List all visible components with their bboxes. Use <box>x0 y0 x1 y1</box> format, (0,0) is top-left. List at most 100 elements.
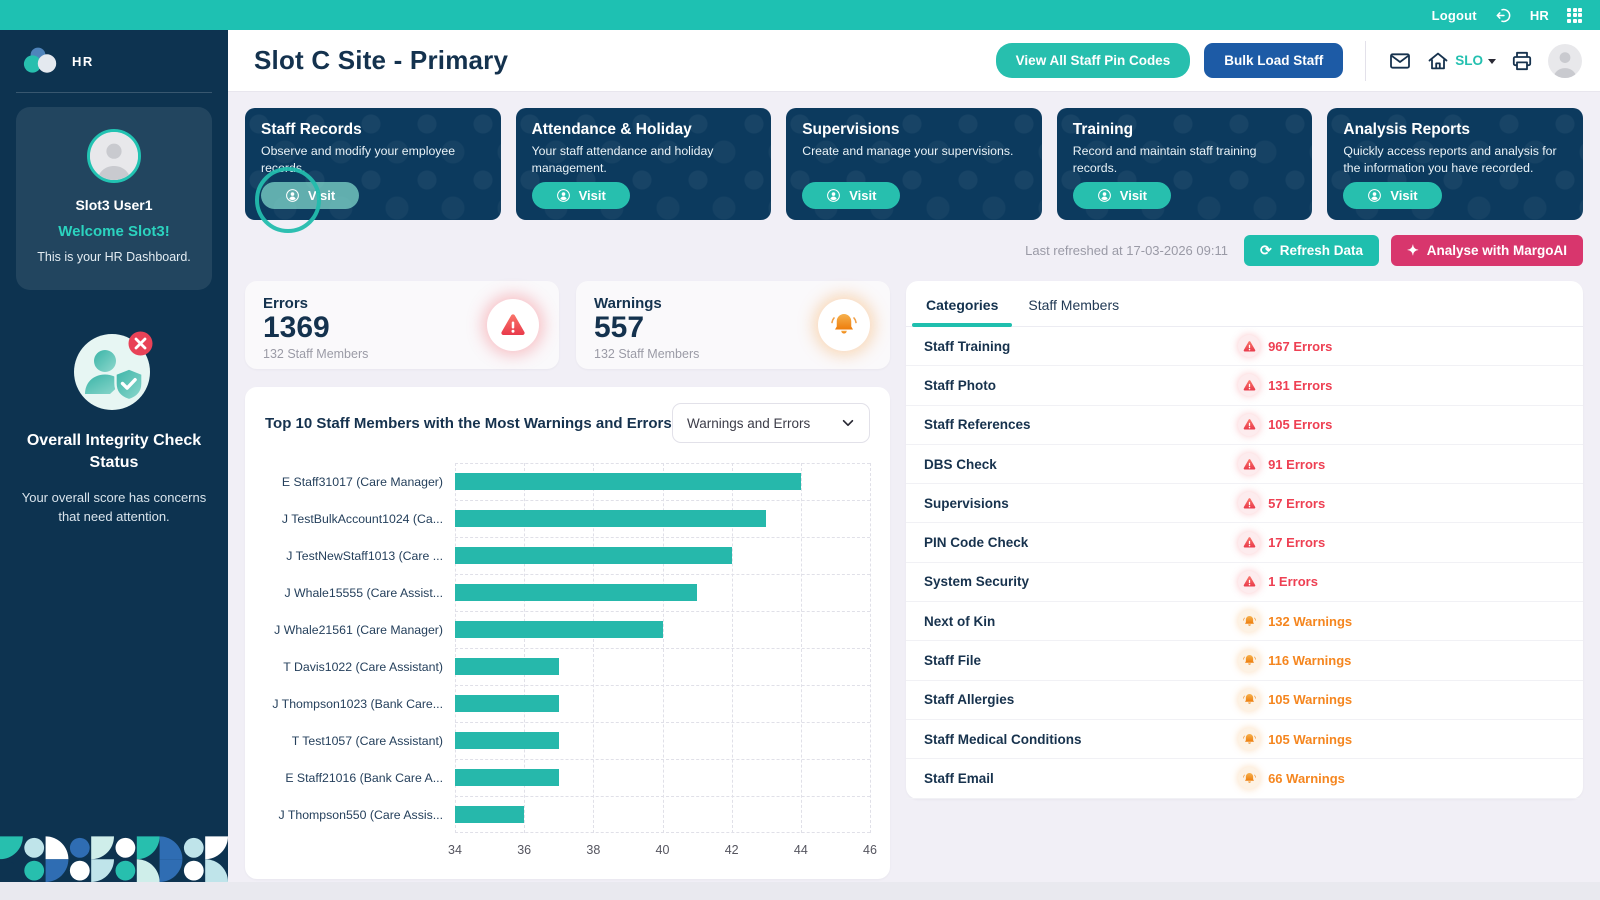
top-bar: Logout HR <box>0 0 1600 30</box>
chevron-down-icon <box>841 416 855 430</box>
visit-button[interactable]: Visit <box>802 182 901 209</box>
category-row[interactable]: System Security 1 Errors <box>906 563 1583 603</box>
nav-card-description: Create and manage your supervisions. <box>802 144 1014 158</box>
page-header: Slot C Site - Primary View All Staff Pin… <box>228 30 1600 92</box>
category-row[interactable]: Next of Kin 132 Warnings <box>906 602 1583 642</box>
warnings-label: Warnings <box>594 295 662 312</box>
avatar[interactable] <box>1548 44 1582 78</box>
chart-category-label: J Whale21561 (Care Manager) <box>274 622 443 637</box>
category-name: Staff Photo <box>924 377 996 393</box>
error-icon <box>1238 570 1261 593</box>
chart-bar <box>455 658 559 675</box>
category-count: 66 Warnings <box>1238 767 1345 790</box>
analyse-margoai-button[interactable]: ✦ Analyse with MargoAI <box>1390 234 1583 266</box>
chart-x-tick: 38 <box>586 843 601 857</box>
app-grid-icon[interactable] <box>1567 7 1582 23</box>
category-row[interactable]: Staff Medical Conditions 105 Warnings <box>906 720 1583 760</box>
chart-x-tick: 46 <box>863 843 877 857</box>
category-name: DBS Check <box>924 456 997 472</box>
category-row[interactable]: Staff References 105 Errors <box>906 406 1583 445</box>
nav-card: Supervisions Create and manage your supe… <box>786 108 1042 220</box>
errors-summary-card: Errors 1369 132 Staff Members <box>245 281 559 369</box>
chart-card: Top 10 Staff Members with the Most Warni… <box>245 387 890 879</box>
chart-category-label: T Test1057 (Care Assistant) <box>291 733 443 748</box>
visit-icon <box>556 188 571 203</box>
refresh-data-button[interactable]: ⟳ Refresh Data <box>1243 234 1379 266</box>
chart-category-label: J Thompson1023 (Bank Care... <box>272 696 443 711</box>
visit-button[interactable]: Visit <box>1343 182 1442 209</box>
category-row[interactable]: PIN Code Check 17 Errors <box>906 523 1583 563</box>
warnings-summary-card: Warnings 557 132 Staff Members <box>576 281 890 369</box>
warning-icon <box>1238 728 1261 751</box>
tab[interactable]: Categories <box>911 281 1013 327</box>
visit-button[interactable]: Visit <box>1072 182 1171 209</box>
category-name: Staff Allergies <box>924 692 1015 708</box>
nav-card-description: Quickly access reports and analysis for … <box>1343 144 1557 175</box>
chart-x-tick: 34 <box>448 843 462 857</box>
chart-bar <box>455 806 525 823</box>
home-icon <box>1426 49 1450 73</box>
bulk-load-staff-button[interactable]: Bulk Load Staff <box>1204 43 1344 78</box>
chart-bar <box>455 584 698 601</box>
decorative-pattern <box>0 836 228 882</box>
chart-category-label: J Thompson550 (Care Assis... <box>278 807 444 822</box>
nav-card-description: Your staff attendance and holiday manage… <box>531 144 714 175</box>
chart-bar <box>455 473 801 490</box>
category-row[interactable]: Staff Training 967 Errors <box>906 327 1583 367</box>
view-pin-codes-button[interactable]: View All Staff Pin Codes <box>995 43 1191 78</box>
category-row[interactable]: Staff Photo 131 Errors <box>906 366 1583 406</box>
chart-category-label: J Whale15555 (Care Assist... <box>284 585 443 600</box>
chart-filter-value: Warnings and Errors <box>687 415 811 431</box>
visit-icon <box>285 188 300 203</box>
chart-bar <box>455 621 663 638</box>
error-icon <box>1238 374 1261 397</box>
chart-bar <box>455 547 732 564</box>
nav-card-description: Record and maintain staff training recor… <box>1072 144 1257 175</box>
org-label[interactable]: HR <box>1529 7 1549 23</box>
panel-tabs: Categories Staff Members <box>906 281 1583 327</box>
category-row[interactable]: Supervisions 57 Errors <box>906 484 1583 524</box>
visit-icon <box>1367 188 1382 203</box>
refresh-row: Last refreshed at 17-03-2026 09:11 ⟳ Ref… <box>245 234 1583 266</box>
site-code-label: SLO <box>1455 53 1483 68</box>
errors-count: 1369 <box>263 311 330 344</box>
category-row[interactable]: Staff File 116 Warnings <box>906 641 1583 681</box>
nav-card: Training Record and maintain staff train… <box>1057 108 1313 220</box>
visit-button[interactable]: Visit <box>531 182 630 209</box>
visit-icon <box>826 188 841 203</box>
visit-button[interactable]: Visit <box>261 182 360 209</box>
print-icon[interactable] <box>1510 49 1534 73</box>
chart-title: Top 10 Staff Members with the Most Warni… <box>265 414 672 432</box>
error-icon <box>487 299 539 351</box>
integrity-check-icon <box>72 328 156 412</box>
chart-bar <box>455 769 559 786</box>
bar-chart: E Staff31017 (Care Manager) J TestBulkAcc… <box>265 463 871 833</box>
site-selector[interactable]: SLO <box>1426 49 1496 73</box>
integrity-title: Overall Integrity Check Status <box>26 432 202 472</box>
logo-text: HR <box>72 53 94 69</box>
last-refreshed-text: Last refreshed at 17-03-2026 09:11 <box>1025 242 1228 258</box>
category-row[interactable]: Staff Email 66 Warnings <box>906 759 1583 799</box>
errors-label: Errors <box>263 295 309 312</box>
integrity-status: Overall Integrity Check Status Your over… <box>0 328 228 526</box>
sidebar: HR Slot3 User1 Welcome Slot3! This is yo… <box>0 30 228 882</box>
visit-icon <box>1097 188 1112 203</box>
category-row[interactable]: DBS Check 91 Errors <box>906 445 1583 485</box>
nav-card-title: Analysis Reports <box>1343 121 1471 138</box>
cloud-logo-icon <box>23 47 57 73</box>
category-name: Next of Kin <box>924 613 996 629</box>
logout-icon[interactable] <box>1495 7 1512 24</box>
tab[interactable]: Staff Members <box>1028 297 1120 313</box>
category-row[interactable]: Staff Allergies 105 Warnings <box>906 681 1583 720</box>
chart-category-label: E Staff21016 (Bank Care A... <box>285 770 443 785</box>
divider <box>1365 40 1367 81</box>
chart-filter-select[interactable]: Warnings and Errors <box>672 403 870 443</box>
category-count: 132 Warnings <box>1238 610 1352 633</box>
warning-icon <box>1238 767 1261 790</box>
logout-link[interactable]: Logout <box>1431 7 1477 23</box>
warnings-count: 557 <box>594 311 645 344</box>
user-avatar <box>87 129 141 183</box>
mail-icon[interactable] <box>1388 49 1412 73</box>
integrity-description: Your overall score has concerns that nee… <box>21 489 207 524</box>
warning-icon <box>1238 649 1261 672</box>
